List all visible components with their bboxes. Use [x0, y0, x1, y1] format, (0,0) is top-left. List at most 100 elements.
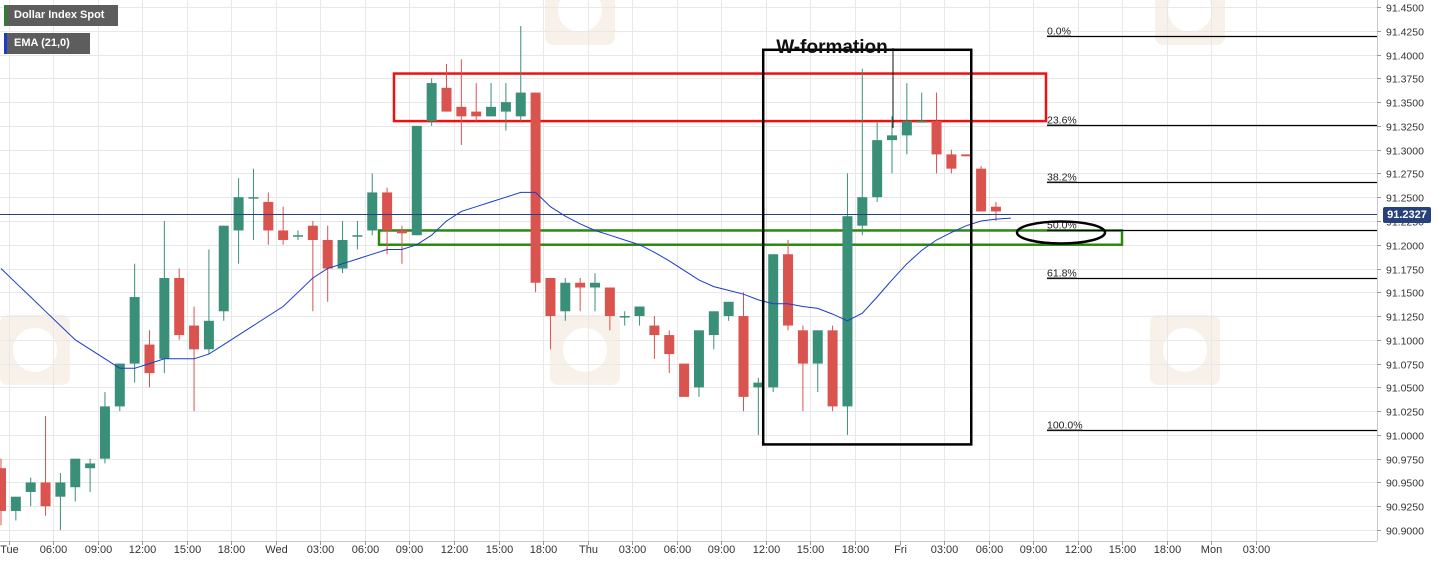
candle-body — [634, 306, 645, 317]
candle — [708, 311, 719, 350]
candle — [753, 377, 764, 435]
watermark-mark — [563, 328, 607, 372]
candle-body — [70, 458, 81, 488]
watermark-mark — [1163, 328, 1207, 372]
candle-body — [679, 363, 690, 397]
time-tick-label: 03:00 — [307, 544, 335, 556]
candle-body — [396, 230, 407, 234]
price-tick-label: 91.0750 — [1386, 360, 1424, 372]
candle-body — [842, 216, 853, 407]
candle-body — [322, 239, 333, 269]
time-tick-label: 12:00 — [441, 544, 469, 556]
instrument-color-swatch — [4, 5, 7, 26]
candle — [500, 83, 511, 131]
candle-body — [129, 297, 140, 364]
candle-body — [337, 239, 348, 269]
candle-body — [99, 406, 110, 459]
candle — [114, 363, 125, 412]
price-tick-label: 90.9750 — [1386, 455, 1424, 467]
candle-body — [0, 468, 6, 511]
candle — [842, 173, 853, 435]
time-axis[interactable]: Tue 06:00 09:00 12:00 15:00 18:00 Wed 03:00 06:0… — [0, 541, 1377, 556]
indicator-color-swatch — [4, 33, 7, 54]
candle-body — [723, 301, 734, 317]
plot-background — [0, 0, 1377, 541]
candle-body — [10, 496, 21, 511]
time-tick-label: 15:00 — [1109, 544, 1137, 556]
candle — [783, 239, 794, 331]
candle — [55, 472, 66, 530]
price-tick-label: 91.1000 — [1386, 336, 1424, 348]
candle-body — [664, 335, 675, 355]
fib-level-label: 38.2% — [1047, 172, 1077, 184]
candle — [174, 268, 185, 340]
candle — [976, 165, 987, 212]
candle-body — [500, 102, 511, 112]
time-tick-label: 15:00 — [174, 544, 202, 556]
last-price-label: 91.2327 — [1383, 206, 1431, 223]
annotations-layer — [0, 48, 1377, 446]
watermark-logo — [545, 0, 615, 45]
time-tick-label: 18:00 — [842, 544, 870, 556]
price-tick-label: 91.4000 — [1386, 51, 1424, 63]
time-tick-label: 03:00 — [619, 544, 647, 556]
candle — [634, 306, 645, 326]
candle — [916, 92, 927, 123]
time-tick-label: 12:00 — [1065, 544, 1093, 556]
candle-body — [530, 92, 541, 283]
candle — [575, 278, 586, 312]
price-tick-label: 91.3750 — [1386, 74, 1424, 86]
price-tick-label: 91.4250 — [1386, 27, 1424, 39]
fib-level-label: 0.0% — [1047, 26, 1071, 38]
price-tick-label: 91.4500 — [1386, 3, 1424, 15]
candle — [738, 292, 749, 412]
candle-body — [367, 192, 378, 231]
candle — [40, 415, 51, 516]
price-tick-label: 90.9500 — [1386, 478, 1424, 490]
grid-lines — [0, 0, 1377, 541]
candle-body — [114, 363, 125, 407]
candle — [263, 192, 274, 245]
candle — [723, 301, 734, 321]
candle-body — [159, 278, 170, 359]
price-zones — [377, 72, 1124, 246]
fifty-percent-highlight — [1015, 220, 1107, 245]
candle — [159, 220, 170, 374]
price-tick-label: 90.9250 — [1386, 502, 1424, 514]
legend-instrument[interactable]: Dollar Index Spot — [4, 5, 118, 26]
candle-body — [278, 230, 289, 240]
candle-body — [797, 330, 808, 364]
time-tick-label: Thu — [579, 544, 598, 556]
legend-indicator[interactable]: EMA (21,0) — [4, 33, 90, 54]
candle-body — [218, 225, 229, 312]
time-tick-label: 06:00 — [976, 544, 1004, 556]
candle — [218, 225, 229, 321]
candle — [486, 83, 497, 117]
candle — [679, 363, 690, 397]
price-tick-label: 91.2750 — [1386, 169, 1424, 181]
watermark-mark — [13, 328, 57, 372]
w-formation-box — [761, 48, 973, 446]
time-tick-label: 09:00 — [396, 544, 424, 556]
candle — [649, 316, 660, 359]
watermark-tile — [0, 315, 70, 385]
candle — [203, 249, 214, 355]
resistance-zone — [392, 72, 1048, 123]
watermark-logo — [550, 315, 620, 385]
price-axis[interactable]: 91.4500 91.4250 91.4000 91.3750 91.3500 91.32… — [1377, 0, 1424, 541]
candle — [322, 225, 333, 302]
time-tick-label: 18:00 — [530, 544, 558, 556]
candle-body — [293, 235, 303, 237]
candle-body — [25, 482, 36, 492]
candle — [129, 263, 140, 383]
legend-instrument-label: Dollar Index Spot — [14, 9, 105, 21]
fib-level-label: 23.6% — [1047, 115, 1077, 127]
candle — [931, 92, 942, 174]
candle-body — [604, 287, 615, 317]
price-tick-label: 91.1500 — [1386, 288, 1424, 300]
candle — [278, 206, 289, 245]
candle-body — [768, 254, 779, 388]
candle — [604, 287, 615, 331]
candle — [857, 68, 868, 236]
